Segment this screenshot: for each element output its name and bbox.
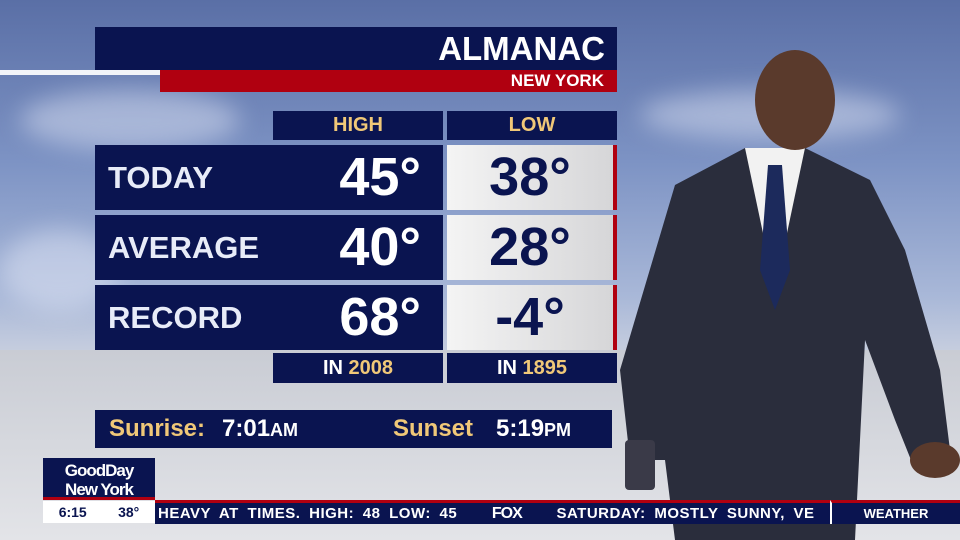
low-value: -4° <box>447 285 617 350</box>
year: 2008 <box>348 357 394 379</box>
row-label: AVERAGE <box>108 230 260 265</box>
time: 7:01 <box>222 415 271 442</box>
year-prefix: IN <box>496 357 517 379</box>
fox-logo: FOX <box>491 505 523 522</box>
presenter <box>620 50 960 540</box>
high-value: 40° <box>339 217 421 277</box>
ticker-text: SATURDAY: MOSTLY SUNNY, VE <box>556 505 815 522</box>
column-header-high: HIGH <box>273 111 443 140</box>
row-record: RECORD 68° <box>95 285 443 350</box>
sunrise-time: 7:01AM <box>222 410 298 449</box>
show-logo: GoodDay New York <box>43 458 155 500</box>
year: 1895 <box>522 357 568 379</box>
sunset-time: 5:19PM <box>496 410 571 449</box>
cloud <box>20 90 240 150</box>
ampm: AM <box>270 420 299 440</box>
row-label: TODAY <box>108 160 214 195</box>
row-label: RECORD <box>108 300 243 335</box>
current-temp: 38° <box>118 504 140 520</box>
record-low-year: IN 1895 <box>447 353 617 383</box>
time-temp-bar: 6:15 38° <box>43 501 155 523</box>
low-value: 28° <box>447 215 617 280</box>
logo-line: New York <box>65 480 134 499</box>
accent-line <box>0 70 160 75</box>
low-value: 38° <box>447 145 617 210</box>
sunset-label: Sunset <box>393 415 474 442</box>
ampm: PM <box>544 420 572 440</box>
high-value: 68° <box>339 287 421 347</box>
news-ticker: HEAVY AT TIMES. HIGH: 48 LOW: 45 FOX SAT… <box>155 500 830 524</box>
ticker-text: HEAVY AT TIMES. HIGH: 48 LOW: 45 <box>158 505 458 522</box>
clock-time: 6:15 <box>58 504 87 520</box>
sunrise-label: Sunrise: <box>109 415 206 442</box>
sun-times-bar: Sunrise: 7:01AM Sunset 5:19PM <box>95 410 612 448</box>
high-value: 45° <box>339 147 421 207</box>
time: 5:19 <box>496 415 545 442</box>
record-high-year: IN 2008 <box>273 353 443 383</box>
location-label: NEW YORK <box>160 70 617 92</box>
row-average: AVERAGE 40° <box>95 215 443 280</box>
column-header-low: LOW <box>447 111 617 140</box>
ticker-segment-label: WEATHER <box>830 500 960 524</box>
page-title: ALMANAC <box>95 27 617 70</box>
row-today: TODAY 45° <box>95 145 443 210</box>
logo-line: GoodDay <box>64 461 135 480</box>
year-prefix: IN <box>322 357 343 379</box>
